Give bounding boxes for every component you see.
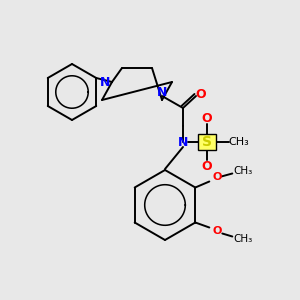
- Text: O: O: [213, 172, 222, 182]
- Text: N: N: [100, 76, 110, 88]
- Text: S: S: [202, 135, 212, 149]
- Text: CH₃: CH₃: [234, 167, 253, 176]
- Text: O: O: [213, 226, 222, 236]
- Text: N: N: [178, 136, 188, 148]
- Text: O: O: [202, 160, 212, 172]
- Bar: [198, 134, 216, 150]
- Text: O: O: [196, 88, 206, 100]
- Text: N: N: [157, 85, 167, 98]
- Text: CH₃: CH₃: [229, 137, 249, 147]
- Text: CH₃: CH₃: [234, 235, 253, 244]
- Text: O: O: [202, 112, 212, 124]
